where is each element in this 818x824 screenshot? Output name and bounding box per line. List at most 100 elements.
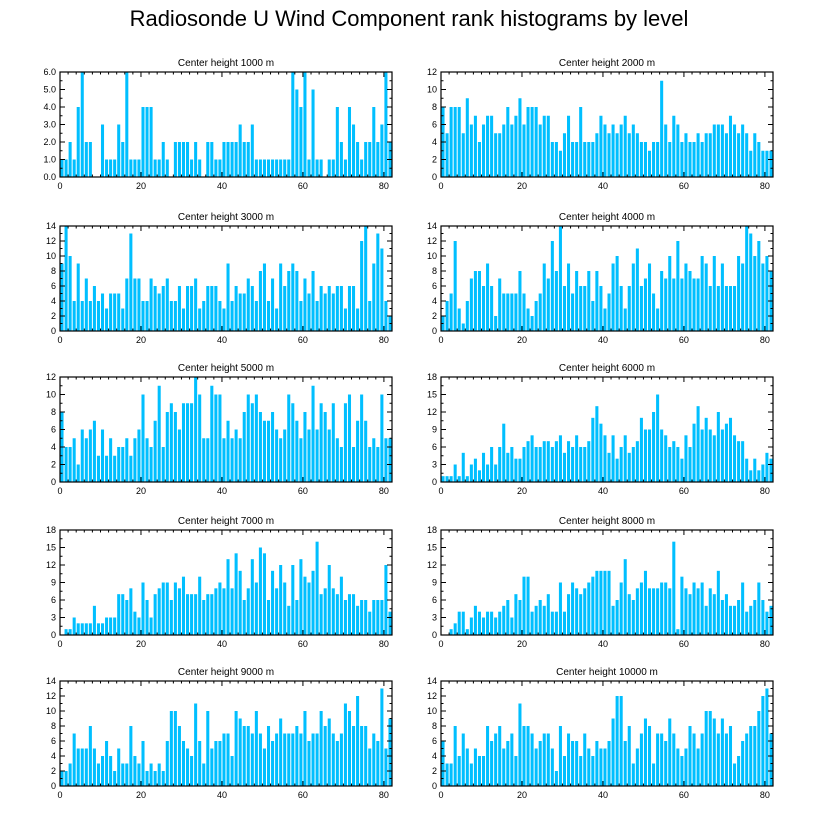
bar: [275, 159, 279, 177]
y-tick-label: 18: [46, 525, 56, 535]
bar: [550, 142, 554, 177]
bar: [384, 72, 388, 177]
bar: [741, 441, 745, 482]
bar: [607, 452, 611, 482]
bar: [100, 756, 105, 786]
bar: [181, 308, 186, 331]
bar: [327, 159, 331, 177]
bar: [198, 308, 202, 331]
bar: [550, 447, 554, 482]
bar: [64, 159, 68, 177]
bar: [558, 435, 562, 482]
bar: [469, 763, 473, 786]
bar: [546, 594, 550, 635]
bar: [242, 412, 246, 482]
bar: [125, 600, 129, 635]
bar: [652, 293, 656, 331]
bar: [64, 771, 68, 786]
bar: [647, 429, 652, 482]
bar: [315, 159, 319, 177]
bar: [226, 733, 230, 786]
bar: [753, 256, 757, 331]
bar: [631, 124, 635, 177]
bar: [109, 756, 113, 786]
bar: [526, 107, 530, 177]
bar: [125, 72, 129, 177]
bar: [315, 733, 319, 786]
bar: [749, 470, 753, 482]
bar: [295, 600, 299, 635]
bar: [688, 594, 692, 635]
bar: [542, 605, 546, 635]
bar: [214, 159, 218, 177]
bar: [453, 623, 457, 635]
bar: [161, 582, 165, 635]
bar: [619, 582, 623, 635]
bar: [190, 756, 194, 786]
bar: [700, 582, 704, 635]
bar: [153, 159, 157, 177]
bar: [384, 301, 388, 331]
bar: [477, 611, 481, 635]
bar: [494, 316, 498, 331]
bar: [562, 133, 567, 177]
bar: [384, 565, 388, 635]
bar: [712, 435, 716, 482]
bar: [238, 293, 242, 331]
bar: [445, 301, 449, 331]
x-tick-label: 20: [136, 181, 146, 191]
bar: [627, 286, 631, 331]
bar: [141, 394, 145, 482]
bar: [510, 293, 514, 331]
bar: [331, 159, 335, 177]
bar: [307, 293, 311, 331]
bar: [481, 124, 486, 177]
bar: [210, 748, 214, 786]
bar: [724, 733, 728, 786]
bar: [534, 748, 538, 786]
bar: [283, 286, 287, 331]
bar: [335, 107, 339, 177]
bar: [88, 142, 92, 177]
bar: [583, 733, 587, 786]
bar: [643, 429, 647, 482]
bar: [680, 142, 684, 177]
bar: [347, 286, 352, 331]
bar: [477, 142, 481, 177]
bar: [295, 420, 299, 482]
bar: [202, 438, 206, 482]
x-tick-label: 60: [298, 790, 308, 800]
bar: [449, 763, 453, 786]
bar: [490, 286, 494, 331]
bar: [607, 133, 611, 177]
y-tick-label: 3: [432, 613, 437, 623]
bar: [668, 256, 672, 331]
bar: [319, 403, 323, 482]
bar: [720, 429, 724, 482]
bar: [627, 133, 631, 177]
bar: [343, 600, 347, 635]
y-tick-label: 6: [51, 425, 56, 435]
bar: [186, 594, 190, 635]
bar: [173, 412, 177, 482]
bar: [173, 142, 177, 177]
bar: [222, 438, 226, 482]
bar: [186, 403, 190, 482]
bar: [368, 447, 372, 482]
bar: [125, 763, 129, 786]
x-tick-label: 0: [438, 639, 443, 649]
bar: [575, 142, 579, 177]
bar: [299, 438, 303, 482]
bar: [380, 600, 384, 635]
x-tick-label: 0: [57, 639, 62, 649]
bar: [522, 726, 526, 786]
bar: [473, 271, 477, 331]
bar: [84, 748, 88, 786]
y-tick-label: 10: [427, 85, 437, 95]
bar: [757, 142, 761, 177]
bar: [190, 403, 194, 482]
panel-title: Center height 2000 m: [559, 58, 655, 69]
y-tick-label: 10: [46, 706, 56, 716]
bar: [145, 438, 149, 482]
bar: [194, 142, 198, 177]
